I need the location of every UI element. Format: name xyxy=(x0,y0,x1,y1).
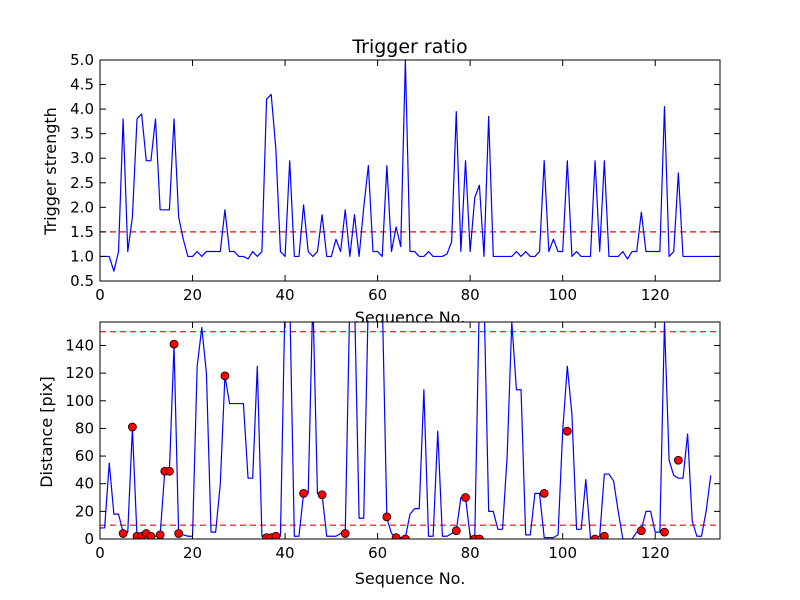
bottom-marker-14 xyxy=(271,531,281,539)
bottom-y-tick-label: 40 xyxy=(75,475,94,493)
bottom-x-tick-label: 20 xyxy=(183,544,202,562)
chart-title: Trigger ratio xyxy=(351,36,467,58)
bottom-marker-24 xyxy=(475,534,484,539)
bottom-x-axis-label: Sequence No. xyxy=(355,569,466,588)
bottom-marker-30 xyxy=(660,527,669,537)
bottom-marker-25 xyxy=(539,488,549,498)
bottom-y-tick-label: 60 xyxy=(75,447,94,465)
bottom-y-tick-label: 120 xyxy=(65,364,94,382)
top-y-axis-label: Trigger strength xyxy=(41,107,60,236)
bottom-x-tick-label: 120 xyxy=(641,544,670,562)
top-x-tick-label: 20 xyxy=(183,286,202,304)
bottom-x-tick-label: 0 xyxy=(95,544,105,562)
bottom-y-tick-label: 20 xyxy=(75,502,94,520)
bottom-marker-19 xyxy=(391,533,401,539)
top-y-tick-label: 1.0 xyxy=(70,247,94,265)
bottom-y-tick-label: 0 xyxy=(84,530,94,548)
bottom-marker-11 xyxy=(220,371,230,381)
distance-chart: 0 20 40 60 80 100 120 0 20 40 60 80 100 120 140 Sequen… xyxy=(37,321,721,588)
top-y-tick-label: 2.0 xyxy=(70,198,94,216)
bottom-marker-16 xyxy=(317,490,327,500)
bottom-marker-10 xyxy=(174,529,184,538)
top-y-tick-label: 4.5 xyxy=(70,76,94,94)
bottom-x-tick-label: 40 xyxy=(276,544,295,562)
bottom-marker-9 xyxy=(169,339,179,349)
bottom-marker-28 xyxy=(599,531,609,539)
bottom-marker-15 xyxy=(299,488,308,498)
bottom-marker-5 xyxy=(146,531,156,539)
bottom-marker-17 xyxy=(340,529,350,538)
top-x-tick-label: 80 xyxy=(461,286,480,304)
bottom-marker-29 xyxy=(636,526,646,536)
bottom-marker-31 xyxy=(673,455,683,465)
top-y-tick-label: 2.5 xyxy=(70,174,94,192)
bottom-x-tick-label: 60 xyxy=(368,544,387,562)
top-x-tick-label: 120 xyxy=(641,286,670,304)
top-y-tick-label: 3.0 xyxy=(70,149,94,167)
bottom-y-tick-label: 80 xyxy=(75,419,94,437)
bottom-marker-26 xyxy=(562,426,572,436)
top-series-line-0 xyxy=(100,60,720,272)
top-x-tick-label: 40 xyxy=(276,286,295,304)
bottom-marker-18 xyxy=(382,512,392,522)
bottom-plot-area: 0 20 40 60 80 100 120 0 20 40 60 80 100 120 140 xyxy=(65,321,721,562)
bottom-marker-20 xyxy=(400,534,410,539)
bottom-marker-0 xyxy=(118,529,128,538)
bottom-marker-6 xyxy=(155,530,165,539)
top-plot-area: 0 20 40 60 80 100 120 0.5 1.0 1.5 2.0 2.5 3.0 3.5 4.0 4… xyxy=(70,51,721,304)
bottom-y-tick-label: 140 xyxy=(65,336,94,354)
top-x-tick-label: 60 xyxy=(368,286,387,304)
bottom-marker-27 xyxy=(590,534,600,539)
top-y-tick-label: 4.0 xyxy=(70,100,94,118)
top-x-tick-label: 100 xyxy=(548,286,577,304)
top-data-layer xyxy=(100,60,720,272)
bottom-marker-8 xyxy=(165,466,174,476)
bottom-x-tick-label: 80 xyxy=(461,544,480,562)
bottom-data-layer xyxy=(100,322,720,539)
bottom-y-axis-label: Distance [pix] xyxy=(37,376,56,488)
bottom-marker-1 xyxy=(127,422,137,432)
top-y-tick-label: 1.5 xyxy=(70,223,94,241)
bottom-x-tick-label: 100 xyxy=(548,544,577,562)
bottom-axes-frame xyxy=(99,321,721,540)
bottom-y-tick-label: 100 xyxy=(65,392,94,410)
top-y-tick-label: 5.0 xyxy=(70,51,94,69)
top-y-tick-label: 3.5 xyxy=(70,125,94,143)
bottom-marker-21 xyxy=(451,526,461,536)
top-y-tick-label: 0.5 xyxy=(70,272,94,290)
trigger-ratio-chart: Trigger ratio 0 20 40 60 80 100 120 0.5 1.0 1.5 2.… xyxy=(41,36,721,327)
top-x-tick-label: 0 xyxy=(95,286,105,304)
bottom-marker-22 xyxy=(461,493,470,502)
top-axes-frame xyxy=(99,59,721,282)
